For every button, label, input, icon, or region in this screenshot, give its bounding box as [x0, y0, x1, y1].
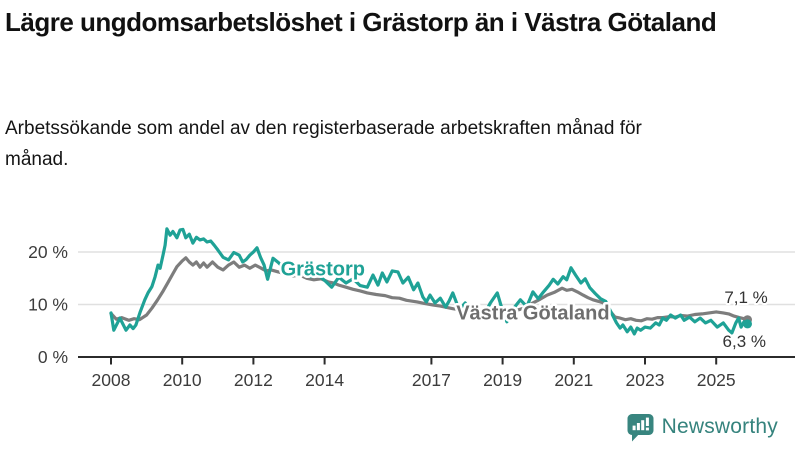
newsworthy-logo: Newsworthy — [626, 412, 778, 442]
newsworthy-bubble-chart-icon — [627, 414, 654, 442]
annotation-vastra-gotaland-label: Västra Götaland — [456, 303, 609, 325]
x-axis-label: 2017 — [412, 370, 451, 390]
annotation-end-value-grastorp: 6,3 % — [723, 332, 766, 351]
y-axis-label: 10 % — [28, 295, 68, 315]
x-axis-label: 2025 — [697, 370, 736, 390]
chart-subtitle: Arbetssökande som andel av den registerb… — [5, 118, 642, 170]
y-axis-label: 20 % — [28, 242, 68, 262]
x-axis-label: 2019 — [483, 370, 522, 390]
x-axis-label: 2012 — [234, 370, 273, 390]
page-title: Lägre ungdomsarbetslöshet i Grästorp än … — [5, 7, 717, 37]
annotation-grastorp-label: Grästorp — [281, 259, 365, 281]
y-axis-label: 0 % — [38, 347, 68, 367]
x-axis-label: 2008 — [92, 370, 131, 390]
x-axis-label: 2021 — [554, 370, 593, 390]
annotation-end-value-vastra-gotaland: 7,1 % — [724, 288, 767, 307]
annotation-grastorp-label: Grästorp — [281, 259, 365, 281]
x-axis-label: 2023 — [626, 370, 665, 390]
annotation-vastra-gotaland-label: Västra Götaland — [456, 303, 609, 325]
annotation-end-value-grastorp: 6,3 % — [723, 332, 766, 351]
x-axis-label: 2014 — [305, 370, 344, 390]
annotation-end-value-vastra-gotaland: 7,1 % — [724, 288, 767, 307]
series-line-grastorp — [109, 227, 750, 336]
newsworthy-wordmark: Newsworthy — [661, 415, 778, 438]
x-axis-label: 2010 — [163, 370, 202, 390]
series-end-dot-grastorp — [743, 319, 752, 329]
series-line-vastra-gotaland — [109, 256, 750, 323]
